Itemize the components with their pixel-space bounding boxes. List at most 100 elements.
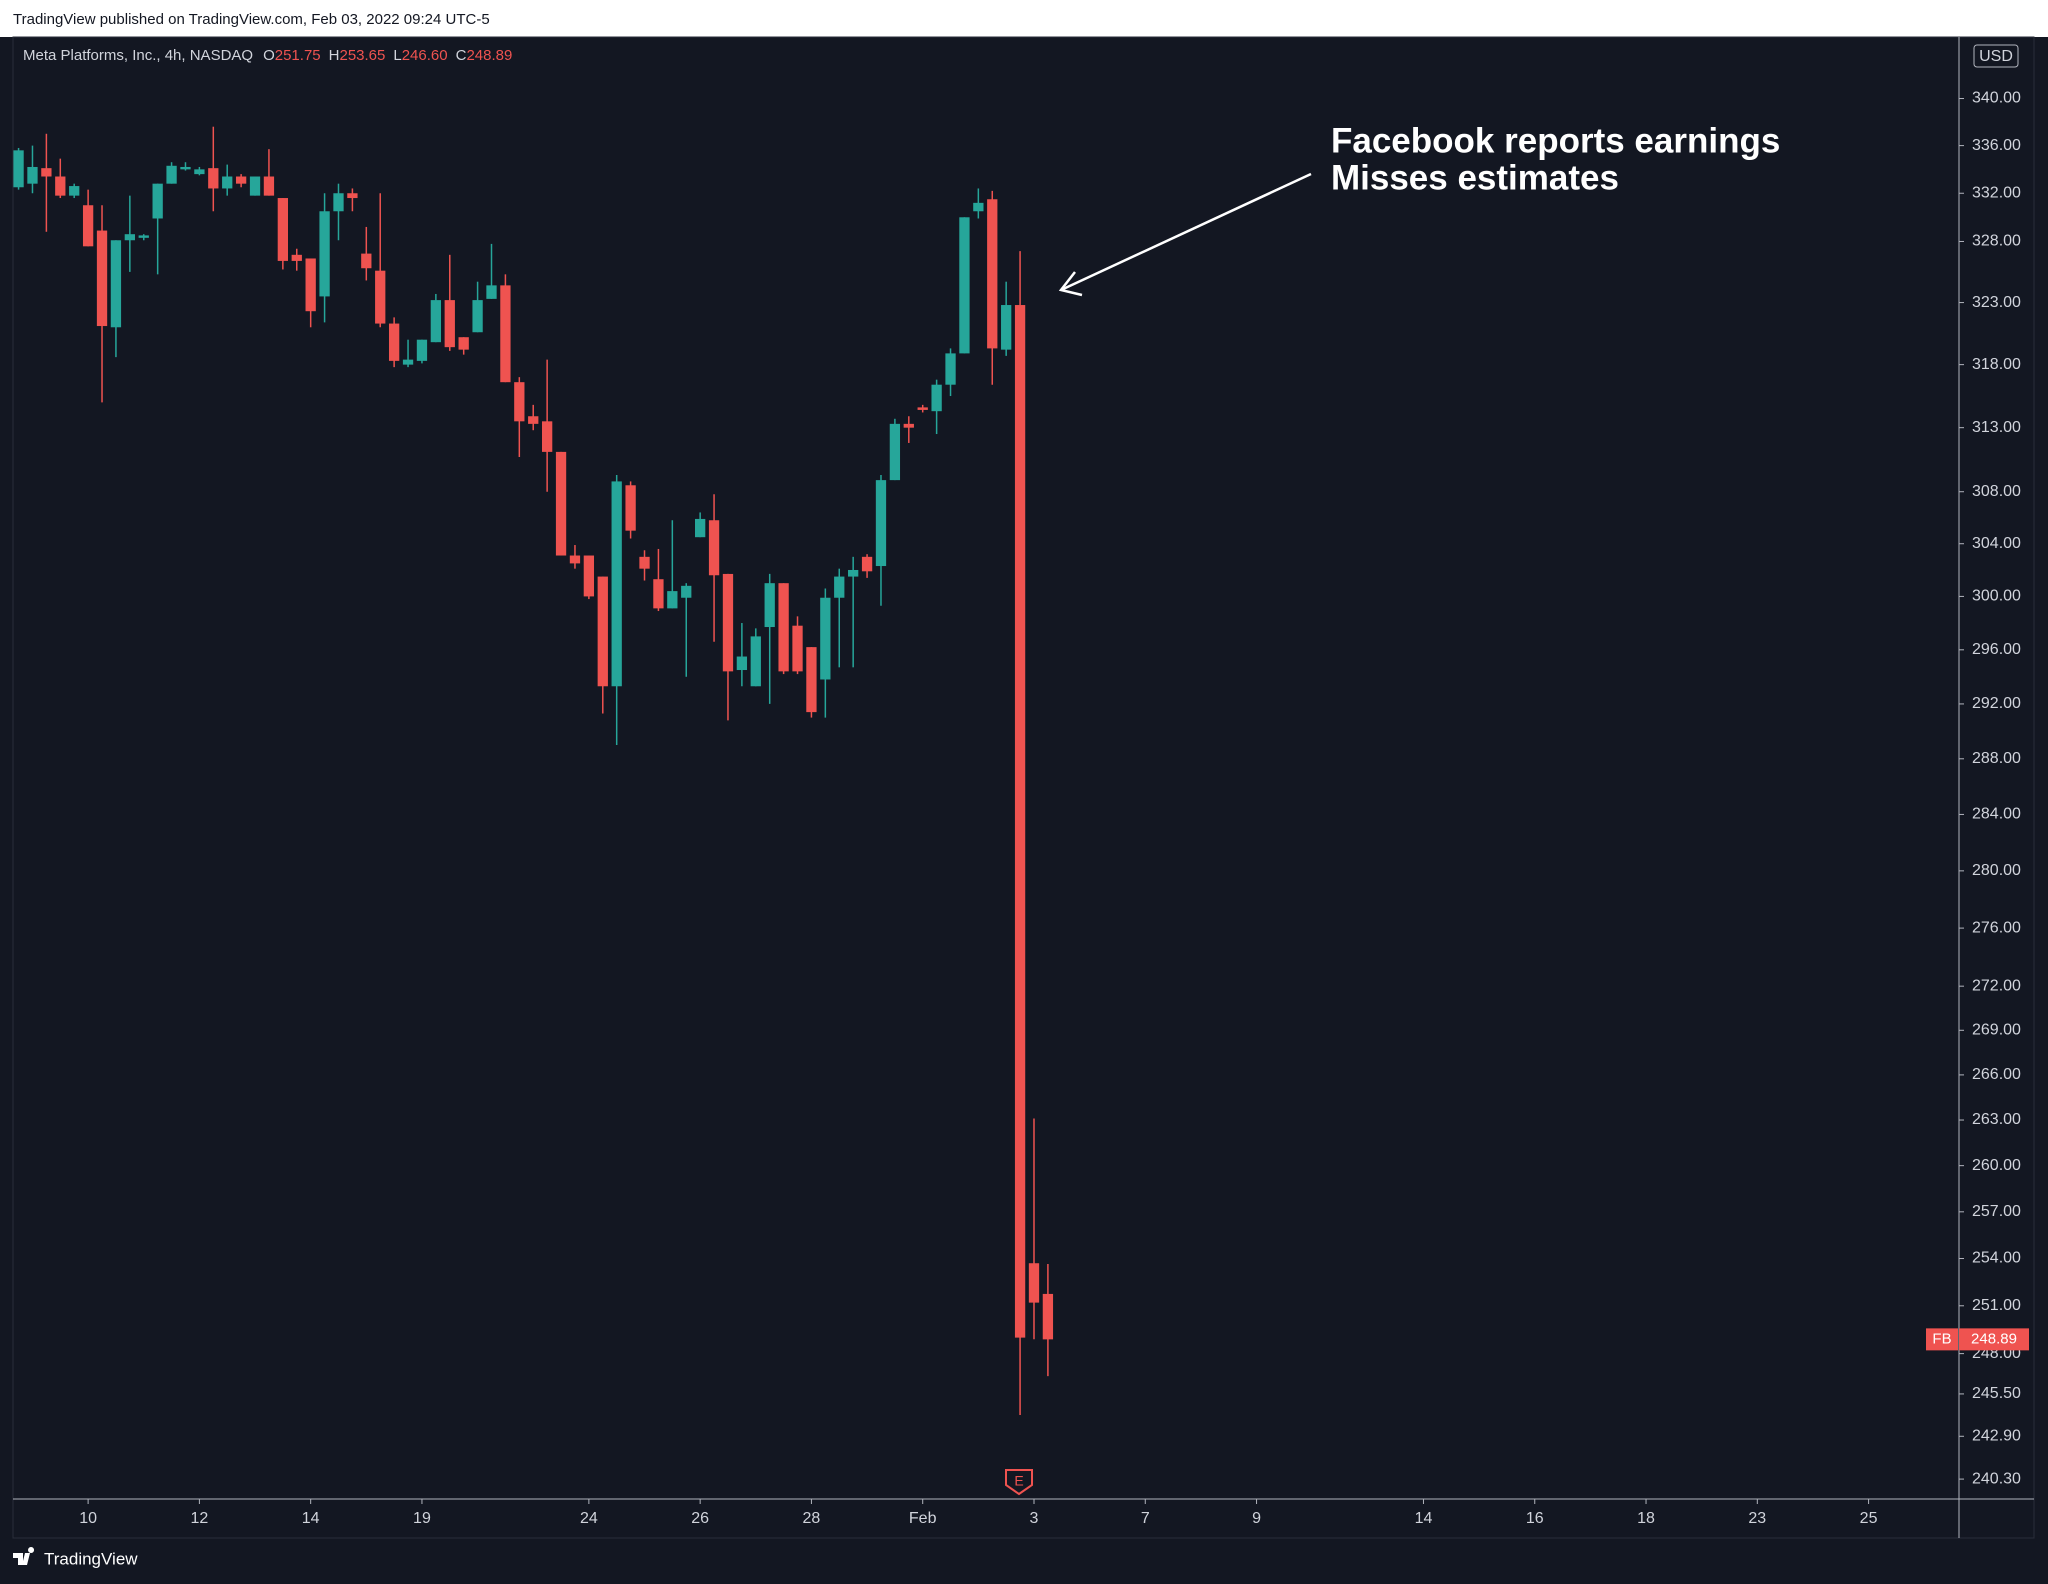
candle-body [291, 254, 302, 261]
candle-body [597, 576, 608, 687]
x-tick-label: 24 [580, 1510, 598, 1527]
candle-body [875, 480, 887, 567]
candle-body [180, 166, 191, 170]
candle-body [444, 300, 455, 348]
x-tick-label: 16 [1526, 1510, 1544, 1527]
ohlc-value: 253.65 [339, 47, 385, 64]
y-tick-label: 266.00 [1972, 1066, 2021, 1083]
candle-body [430, 300, 442, 343]
candle-body [917, 407, 928, 410]
candle-body [555, 451, 567, 556]
y-tick-label: 318.00 [1972, 356, 2021, 373]
candle-body [82, 205, 94, 247]
candle-body [69, 186, 80, 196]
candle-body [194, 169, 205, 175]
currency-box [1973, 44, 2019, 68]
y-tick-label: 240.30 [1972, 1470, 2021, 1487]
y-tick-label: 332.00 [1972, 184, 2021, 201]
y-tick-label: 300.00 [1972, 588, 2021, 605]
candle-body [667, 591, 678, 609]
ohlc-label: C [456, 47, 467, 64]
y-tick-label: 308.00 [1972, 483, 2021, 500]
candle-body [722, 573, 734, 672]
candle-body [166, 165, 177, 184]
symbol: Meta Platforms, Inc., 4h, NASDAQ [23, 47, 253, 64]
candle-body [695, 518, 706, 538]
candle-body [750, 636, 761, 687]
candle-body [277, 198, 288, 261]
candle-body [639, 556, 650, 569]
y-tick-label: 269.00 [1972, 1022, 2021, 1039]
candle-body [806, 647, 817, 713]
candle-body [263, 176, 275, 196]
price-tag-symbol-box [1926, 1328, 1958, 1351]
ohlc-label: H [329, 47, 340, 64]
candle-body [778, 583, 789, 672]
candle-body [333, 193, 344, 212]
x-tick-label: 10 [79, 1510, 97, 1527]
candle-body [611, 481, 622, 687]
footer-logo: TradingView [13, 1547, 138, 1568]
y-tick-label: 292.00 [1972, 695, 2021, 712]
candle-body [834, 576, 845, 598]
candle-body [347, 193, 358, 199]
candle-body [736, 656, 748, 671]
candle-body [249, 176, 261, 196]
candle-body [681, 585, 692, 598]
candle-body [361, 253, 372, 269]
candle-body [653, 579, 664, 609]
y-tick-label: 328.00 [1972, 233, 2021, 250]
candle-body [375, 270, 386, 324]
currency: USD [1979, 48, 2013, 65]
candle-body [208, 168, 219, 189]
y-tick-label: 340.00 [1972, 90, 2021, 107]
candle-body [96, 230, 108, 327]
y-tick-label: 276.00 [1972, 919, 2021, 936]
candle-body [222, 176, 233, 189]
candle-body [861, 556, 873, 572]
candle-body [848, 569, 859, 577]
y-tick-label: 254.00 [1972, 1250, 2021, 1267]
candle-body [931, 384, 942, 412]
top-bar [0, 0, 2048, 37]
ohlc-value: 248.89 [466, 47, 512, 64]
candle-body [319, 211, 330, 297]
candle-body [416, 339, 428, 361]
y-tick-label: 304.00 [1972, 535, 2021, 552]
x-tick-label: 19 [413, 1510, 431, 1527]
candle-body [152, 183, 163, 219]
candle-body [1014, 305, 1026, 1338]
candle-body [124, 234, 135, 241]
published-note: TradingView published on TradingView.com… [13, 11, 490, 28]
candle-body [625, 485, 636, 531]
candle-body [1042, 1293, 1054, 1340]
x-tick-label: 3 [1030, 1510, 1039, 1527]
candle-body [13, 150, 24, 188]
candle-body [138, 235, 149, 238]
price-tag-label: 248.89 [1971, 1330, 2017, 1347]
ohlc-value: 246.60 [402, 47, 448, 64]
candle-body [764, 583, 775, 628]
x-tick-label: 28 [803, 1510, 821, 1527]
candle-body [987, 199, 998, 349]
candle-body [889, 423, 901, 481]
candle-body [235, 176, 247, 184]
candle-body [55, 176, 66, 196]
y-tick-label: 284.00 [1972, 806, 2021, 823]
y-tick-label: 242.90 [1972, 1427, 2021, 1444]
earnings-badge [1005, 1469, 1033, 1496]
arrow-head [1058, 271, 1083, 297]
y-tick-label: 336.00 [1972, 137, 2021, 154]
x-tick-label: 23 [1748, 1510, 1766, 1527]
candle-body [486, 285, 497, 299]
logo-mark [13, 1547, 35, 1565]
candle-body [402, 359, 414, 365]
candle-body [305, 258, 316, 312]
x-tick-label: 9 [1252, 1510, 1261, 1527]
candle-body [1028, 1263, 1040, 1303]
candle-body [41, 168, 52, 177]
y-tick-label: 323.00 [1972, 294, 2021, 311]
plot [13, 126, 1054, 1416]
ohlc-label: L [393, 47, 401, 64]
